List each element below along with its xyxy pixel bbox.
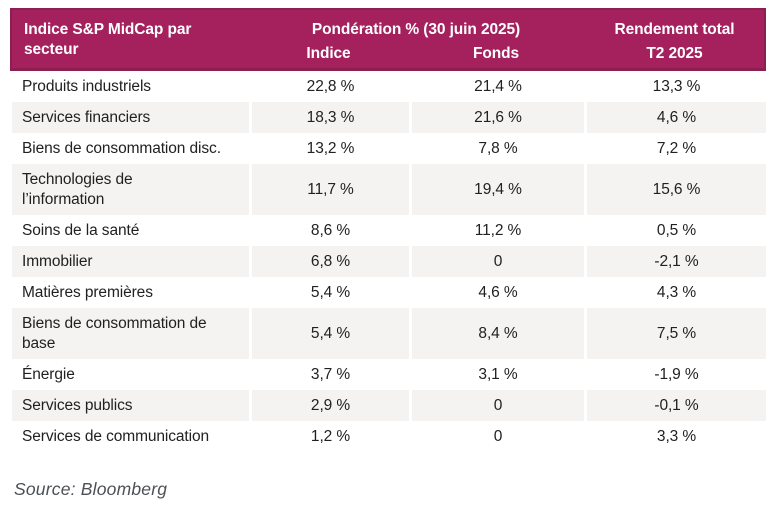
header-weight-group: Pondération % (30 juin 2025) [311, 21, 521, 38]
fonds-value: 0 [412, 390, 584, 421]
sector-label: Technologies de l’information [12, 164, 249, 215]
indice-value: 1,2 % [310, 427, 351, 445]
indice-value: 13,2 % [306, 139, 355, 157]
rendement-value: 3,3 % [656, 427, 697, 445]
rendement-value: -0,1 % [587, 390, 766, 421]
table-title-text: Indice S&P MidCap par secteur [24, 20, 192, 58]
fonds-value: 21,6 % [412, 102, 584, 133]
fonds-value: 4,6 % [478, 283, 518, 301]
table-body: Produits industriels 22,8 % 21,4 % 13,3 … [12, 71, 766, 452]
rendement-value: 4,6 % [587, 102, 766, 133]
sector-label: Immobilier [12, 246, 249, 277]
sector-label: Énergie [22, 365, 75, 383]
sector-label: Matières premières [22, 283, 153, 301]
fonds-value: 19,4 % [412, 164, 584, 215]
sector-label: Biens de consommation de base [12, 308, 249, 359]
sector-label: Soins de la santé [22, 221, 140, 239]
fonds-value: 0 [412, 246, 584, 277]
indice-value: 6,8 % [252, 246, 409, 277]
header-return-title: Rendement total [614, 21, 735, 38]
indice-value: 8,6 % [310, 221, 351, 239]
indice-value: 5,4 % [252, 308, 409, 359]
rendement-value: -2,1 % [587, 246, 766, 277]
header-col-return-period: T2 2025 [646, 44, 703, 62]
table-header: Indice S&P MidCap par secteur Pondératio… [10, 8, 766, 71]
sector-label: Services publics [12, 390, 249, 421]
rendement-value: 7,2 % [656, 139, 697, 157]
fonds-value: 0 [493, 427, 503, 445]
rendement-value: 0,5 % [656, 221, 697, 239]
fonds-value: 7,8 % [478, 139, 518, 157]
rendement-value: 15,6 % [587, 164, 766, 215]
header-col-indice: Indice [306, 44, 351, 62]
indice-value: 18,3 % [252, 102, 409, 133]
sector-label: Biens de consommation disc. [22, 139, 221, 157]
sector-label: Produits industriels [22, 77, 151, 95]
sector-label: Services de communication [22, 427, 210, 445]
indice-value: 3,7 % [310, 365, 351, 383]
fonds-value: 11,2 % [474, 221, 522, 239]
fonds-value: 8,4 % [412, 308, 584, 359]
rendement-value: 7,5 % [587, 308, 766, 359]
rendement-value: 13,3 % [652, 77, 701, 95]
indice-value: 2,9 % [252, 390, 409, 421]
source-note: Source: Bloomberg [14, 479, 168, 499]
indice-value: 22,8 % [306, 77, 355, 95]
indice-value: 5,4 % [310, 283, 351, 301]
indice-value: 11,7 % [252, 164, 409, 215]
header-col-fonds: Fonds [473, 44, 519, 62]
sector-label: Services financiers [12, 102, 249, 133]
table-title: Indice S&P MidCap par secteur [12, 10, 247, 67]
rendement-value: 4,3 % [656, 283, 697, 301]
rendement-value: -1,9 % [654, 365, 699, 383]
fonds-value: 3,1 % [478, 365, 518, 383]
fonds-value: 21,4 % [474, 77, 522, 95]
